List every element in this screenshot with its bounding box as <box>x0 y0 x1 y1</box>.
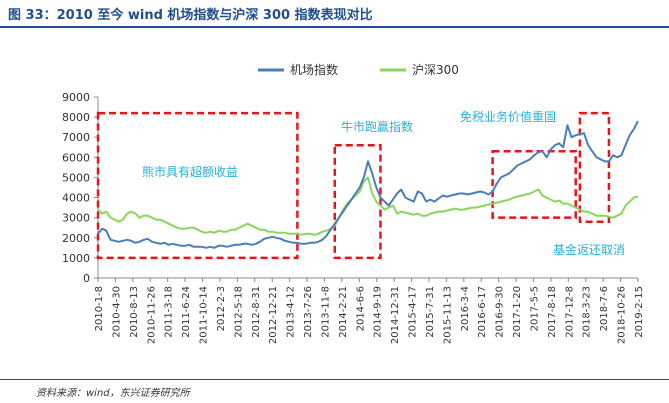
x-tick-label: 2014-12-31 <box>390 286 401 344</box>
y-tick-label: 4000 <box>62 192 90 205</box>
title-divider <box>0 26 669 28</box>
x-tick-label: 2014-6-6 <box>355 286 366 331</box>
x-tick-label: 2012-5-18 <box>233 286 244 338</box>
legend-label: 沪深300 <box>412 63 459 77</box>
y-tick-label: 2000 <box>62 232 90 245</box>
footer-divider <box>0 379 669 380</box>
x-tick-label: 2011-3-18 <box>164 286 175 338</box>
x-tick-label: 2018-10-26 <box>617 286 628 344</box>
chart-legend: 机场指数 沪深300 <box>258 62 459 77</box>
x-tick-label: 2018-3-23 <box>582 286 593 338</box>
chart-series <box>97 120 639 249</box>
x-tick-label: 2017-12-8 <box>564 286 575 338</box>
legend-label: 机场指数 <box>290 62 338 77</box>
x-tick-label: 2010-1-8 <box>94 286 105 331</box>
highlight-box <box>96 111 299 260</box>
x-tick-label: 2011-10-14 <box>199 286 210 344</box>
x-tick-label: 2012-8-31 <box>251 286 262 338</box>
x-tick-label: 2017-1-20 <box>512 286 523 338</box>
annotation-label: 熊市具有超额收益 <box>142 164 238 179</box>
figure-title: 图 33：2010 至今 wind 机场指数与沪深 300 指数表现对比 <box>8 8 373 23</box>
x-tick-label: 2013-7-26 <box>303 286 314 338</box>
x-tick-label: 2016-6-17 <box>477 286 488 338</box>
x-tick-label: 2011-6-24 <box>181 286 192 338</box>
x-tick-label: 2015-7-31 <box>425 286 436 338</box>
x-tick-label: 2015-11-13 <box>442 286 453 344</box>
annotation-boxes <box>96 111 611 260</box>
x-tick-label: 2018-7-6 <box>599 286 610 331</box>
x-tick-label: 2010-4-30 <box>111 286 122 338</box>
annotation-label: 牛市跑赢指数 <box>341 119 413 134</box>
x-tick-label: 2016-9-30 <box>495 286 506 338</box>
x-tick-label: 2017-5-5 <box>529 286 540 331</box>
x-tick-label: 2019-2-15 <box>634 286 645 338</box>
x-tick-label: 2017-8-18 <box>547 286 558 338</box>
y-tick-label: 6000 <box>62 151 90 164</box>
x-tick-label: 2012-12-21 <box>268 286 279 344</box>
annotation-label: 免税业务价值重固 <box>460 109 556 124</box>
x-tick-label: 2015-4-17 <box>408 286 419 338</box>
source-note: 资料来源：wind，东兴证券研究所 <box>36 388 190 399</box>
y-tick-label: 1000 <box>62 252 90 265</box>
chart-axes: 0 1000 2000 3000 4000 5000 6000 7000 8000 9000 201… <box>62 91 645 344</box>
highlight-box <box>578 111 611 223</box>
x-tick-label: 2010-11-26 <box>146 286 157 344</box>
y-tick-label: 5000 <box>62 171 90 184</box>
y-tick-label: 3000 <box>62 212 90 225</box>
x-tick-label: 2016-3-4 <box>460 286 471 331</box>
y-tick-label: 9000 <box>62 91 90 104</box>
x-tick-label: 2014-2-21 <box>338 286 349 338</box>
x-tick-label: 2013-4-12 <box>286 286 297 338</box>
y-tick-label: 7000 <box>62 131 90 144</box>
line-chart: 0 1000 2000 3000 4000 5000 6000 7000 8000 9000 201… <box>62 62 645 344</box>
x-tick-label: 2010-8-13 <box>129 286 140 338</box>
y-tick-label: 8000 <box>62 111 90 124</box>
y-tick-label: 0 <box>83 272 90 285</box>
x-tick-label: 2013-11-8 <box>320 286 331 338</box>
series-airport-index-line <box>97 120 639 249</box>
annotation-label: 基金返还取消 <box>553 242 625 257</box>
x-tick-label: 2014-9-19 <box>373 286 384 338</box>
highlight-box <box>491 150 577 219</box>
highlight-box <box>333 144 382 260</box>
series-hs300-line <box>97 176 639 236</box>
x-tick-label: 2012-2-3 <box>216 286 227 331</box>
